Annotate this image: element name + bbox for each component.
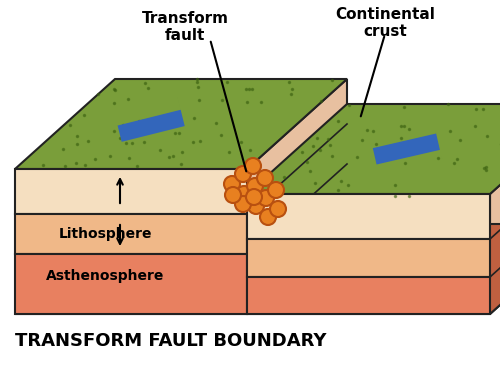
Polygon shape xyxy=(247,104,500,194)
Text: TRANSFORM FAULT BOUNDARY: TRANSFORM FAULT BOUNDARY xyxy=(15,332,326,350)
Polygon shape xyxy=(15,79,347,169)
Polygon shape xyxy=(118,96,188,142)
Circle shape xyxy=(260,209,276,225)
Circle shape xyxy=(258,190,274,206)
Circle shape xyxy=(225,187,241,203)
Polygon shape xyxy=(373,120,443,165)
Circle shape xyxy=(257,170,273,186)
Circle shape xyxy=(247,178,263,194)
Circle shape xyxy=(235,196,251,212)
Polygon shape xyxy=(247,194,490,239)
Circle shape xyxy=(235,166,251,182)
Polygon shape xyxy=(15,214,247,254)
Polygon shape xyxy=(247,277,490,314)
Text: Continental
crust: Continental crust xyxy=(335,7,435,39)
Text: Lithosphere: Lithosphere xyxy=(58,227,152,241)
Polygon shape xyxy=(247,224,500,314)
Circle shape xyxy=(245,158,261,174)
Polygon shape xyxy=(15,254,247,314)
Polygon shape xyxy=(15,169,247,214)
Polygon shape xyxy=(15,224,347,314)
Polygon shape xyxy=(247,79,347,314)
Text: Asthenosphere: Asthenosphere xyxy=(46,269,164,283)
Text: Transform
fault: Transform fault xyxy=(142,11,229,44)
Circle shape xyxy=(268,182,284,198)
Circle shape xyxy=(236,186,252,202)
Circle shape xyxy=(224,176,240,192)
Polygon shape xyxy=(247,239,490,277)
Circle shape xyxy=(248,198,264,214)
Polygon shape xyxy=(490,104,500,314)
Circle shape xyxy=(246,189,262,205)
Circle shape xyxy=(270,201,286,217)
